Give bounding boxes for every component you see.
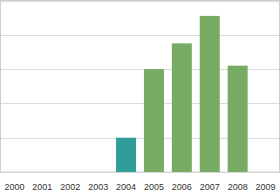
chart-svg: 2000 2001 2002 2003 2004 2005 2006 2007 2008 2009 — [0, 0, 280, 195]
x-tick-label: 2009 — [256, 182, 276, 192]
bar — [116, 138, 136, 172]
plot-frame — [1, 1, 280, 173]
x-tick-label: 2000 — [4, 182, 24, 192]
x-tick-label: 2008 — [228, 182, 248, 192]
x-tick-label: 2007 — [200, 182, 220, 192]
x-tick-label: 2004 — [116, 182, 136, 192]
x-tick-label: 2003 — [88, 182, 108, 192]
grid-line — [1, 1, 280, 2]
bar — [32, 172, 52, 173]
bar — [228, 66, 248, 172]
bar — [60, 172, 80, 173]
bar — [4, 172, 24, 173]
bar — [88, 172, 108, 173]
bar — [200, 16, 220, 172]
x-tick-label: 2002 — [60, 182, 80, 192]
x-tick-label: 2006 — [172, 182, 192, 192]
bar — [256, 172, 276, 173]
x-tick-label: 2001 — [32, 182, 52, 192]
bar — [144, 69, 164, 172]
bars — [116, 16, 248, 172]
bar — [172, 43, 192, 172]
chart-container: 2000 2001 2002 2003 2004 2005 2006 2007 2008 2009 — [0, 0, 280, 195]
x-tick-label: 2005 — [144, 182, 164, 192]
grid-line — [1, 35, 280, 36]
